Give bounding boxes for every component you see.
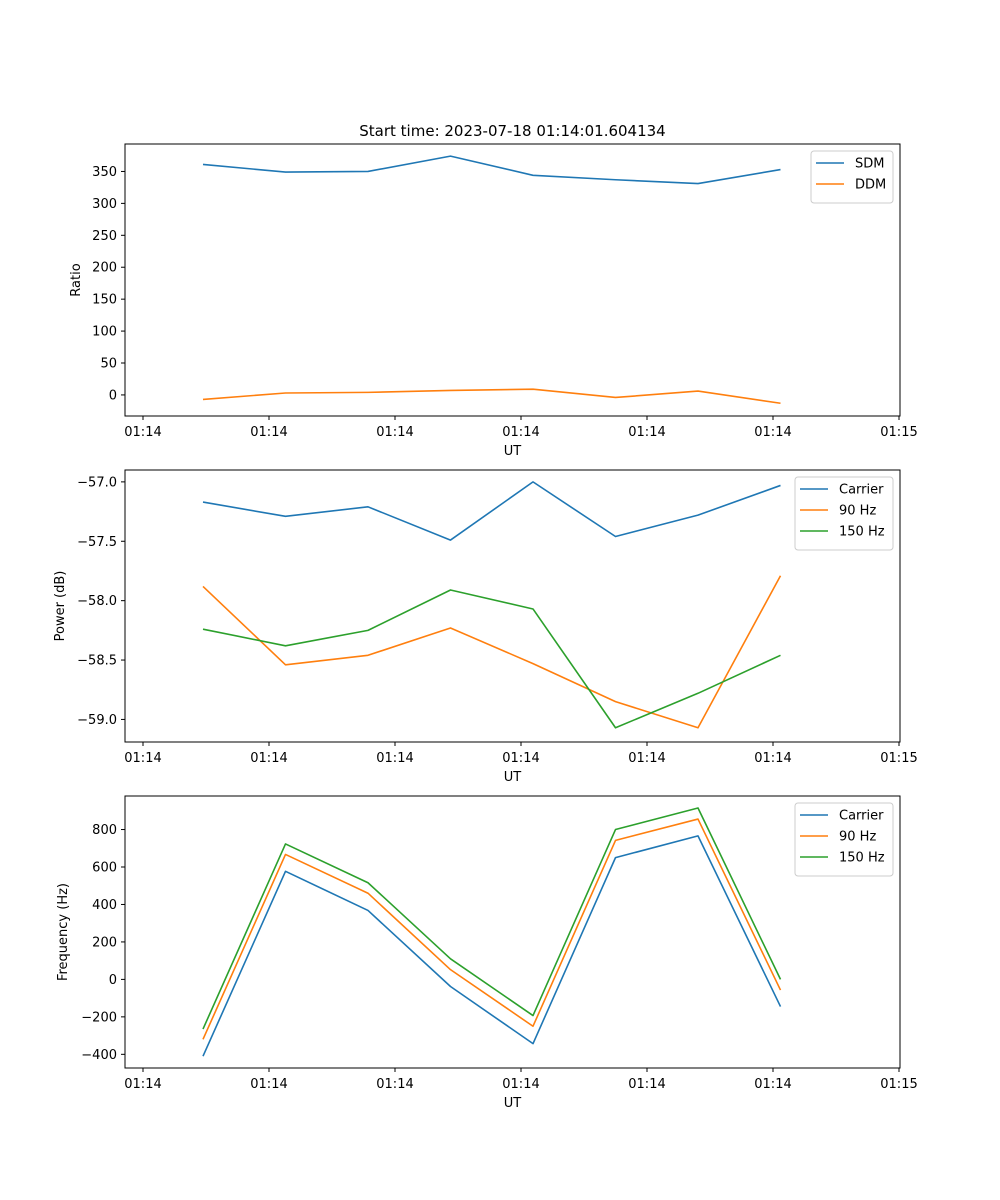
x-tick-label: 01:14 (124, 1077, 161, 1092)
y-tick-label: −200 (81, 1010, 117, 1025)
y-axis-label: Power (dB) (53, 571, 68, 642)
series-line-150-hz (202, 807, 782, 1030)
x-tick-label: 01:14 (502, 1077, 539, 1092)
subplot-3: 01:14 01:14 01:14 01:14 01:14 01:14 01:15 −400 −… (56, 795, 918, 1111)
x-tick-label: 01:14 (124, 751, 161, 766)
y-tick-label: 100 (92, 325, 117, 340)
x-tick-label: 01:14 (376, 1077, 413, 1092)
axes-frame (124, 795, 901, 1069)
legend-entry: 90 Hz (839, 830, 876, 845)
x-tick-label: 01:14 (376, 751, 413, 766)
x-tick-label: 01:14 (628, 751, 665, 766)
legend-box (810, 150, 894, 204)
x-tick-label: 01:14 (250, 751, 287, 766)
y-tick-label: 0 (109, 388, 117, 403)
plots: 01:14 01:14 01:14 01:14 01:14 01:14 01:15 0 50 10… (53, 143, 918, 1111)
y-tick-label: 200 (92, 261, 117, 276)
y-tick-label: 0 (109, 973, 117, 988)
x-tick-label: 01:14 (502, 751, 539, 766)
legend-entry: 150 Hz (839, 525, 885, 540)
legend-entry: DDM (855, 178, 886, 193)
y-tick-label: −59.0 (77, 713, 117, 728)
subplot-2: 01:14 01:14 01:14 01:14 01:14 01:14 01:15 −57.0… (53, 469, 918, 785)
x-axis-label: UT (504, 444, 522, 459)
y-tick-label: −400 (81, 1048, 117, 1063)
y-tick-label: 350 (92, 165, 117, 180)
axes-frame (124, 469, 901, 743)
x-tick-label: 01:14 (628, 425, 665, 440)
series-line-90-hz (202, 575, 782, 729)
series-line-sdm (202, 155, 781, 185)
axes-frame (124, 143, 901, 417)
figure-title: Start time: 2023-07-18 01:14:01.604134 (359, 122, 665, 140)
y-tick-label: −57.5 (77, 535, 117, 550)
y-tick-label: 600 (92, 860, 117, 875)
series-line-ddm (202, 388, 781, 405)
x-tick-label: 01:14 (376, 425, 413, 440)
y-tick-label: −57.0 (77, 475, 117, 490)
x-axis-label: UT (504, 1096, 522, 1111)
x-tick-label: 01:14 (250, 425, 287, 440)
legend: Carrier 90 Hz 150 Hz (794, 802, 894, 877)
x-tick-label: 01:14 (124, 425, 161, 440)
series-line-150-hz (202, 589, 781, 729)
y-tick-label: 200 (92, 935, 117, 950)
x-tick-label: 01:14 (754, 1077, 791, 1092)
x-axis-label: UT (504, 770, 522, 785)
legend: Carrier 90 Hz 150 Hz (794, 476, 894, 551)
x-tick-label: 01:14 (628, 1077, 665, 1092)
subplot-1: 01:14 01:14 01:14 01:14 01:14 01:14 01:15 0 50 10… (69, 143, 918, 459)
legend-entry: 150 Hz (839, 851, 885, 866)
x-tick-label: 01:15 (880, 751, 917, 766)
y-axis-label: Frequency (Hz) (56, 883, 71, 981)
legend-entry: 90 Hz (839, 504, 876, 519)
y-axis-label: Ratio (69, 263, 84, 296)
y-tick-label: 250 (92, 229, 117, 244)
legend-entry: Carrier (839, 483, 884, 498)
legend-entry: Carrier (839, 809, 884, 824)
x-tick-label: 01:14 (754, 751, 791, 766)
legend-entry: SDM (855, 157, 884, 172)
x-tick-label: 01:14 (502, 425, 539, 440)
y-tick-label: 150 (92, 293, 117, 308)
x-tick-label: 01:14 (250, 1077, 287, 1092)
legend: SDM DDM (810, 150, 894, 204)
y-tick-label: −58.5 (77, 654, 117, 669)
x-tick-label: 01:15 (880, 1077, 917, 1092)
x-tick-label: 01:15 (880, 425, 917, 440)
x-tick-label: 01:14 (754, 425, 791, 440)
y-tick-label: 800 (92, 823, 117, 838)
y-tick-label: 300 (92, 197, 117, 212)
series-line-carrier (202, 835, 782, 1057)
series-line-carrier (202, 481, 781, 541)
y-tick-label: 400 (92, 898, 117, 913)
series-line-90-hz (202, 818, 782, 1040)
y-tick-label: 50 (100, 357, 117, 372)
y-tick-label: −58.0 (77, 594, 117, 609)
